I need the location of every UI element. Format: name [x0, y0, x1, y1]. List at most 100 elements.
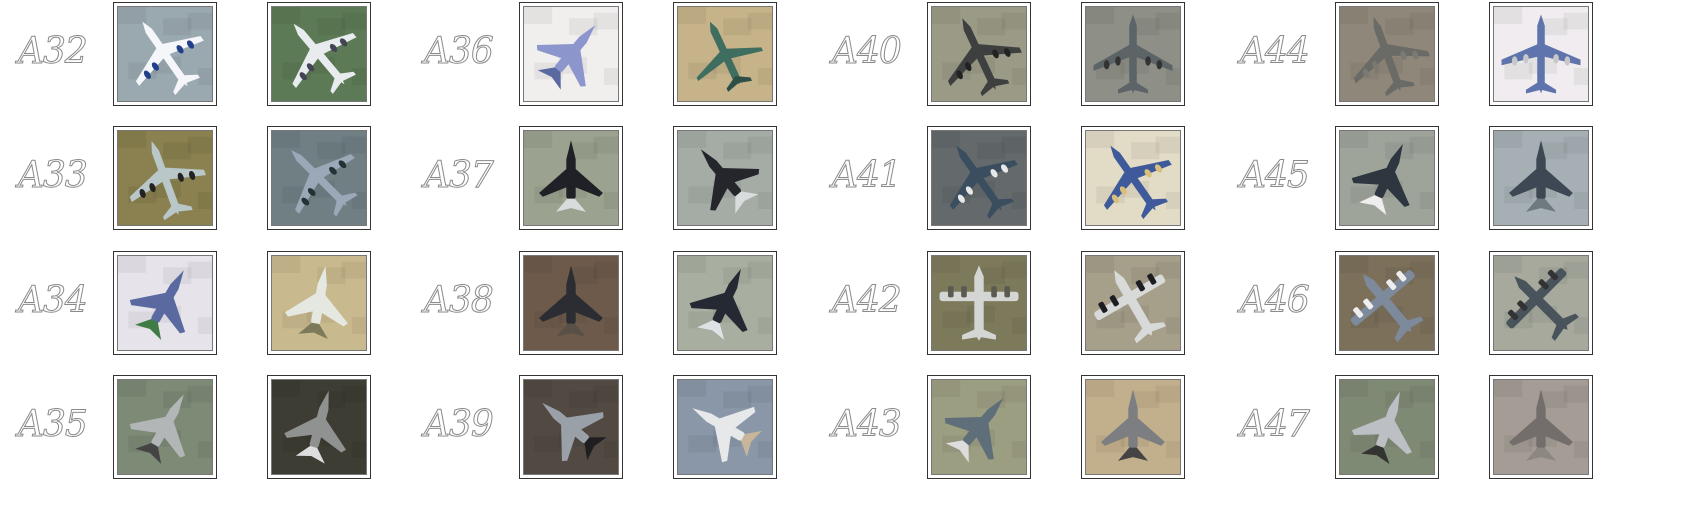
aircraft-thumbnail-first	[113, 2, 217, 106]
aircraft-silhouette	[129, 394, 186, 464]
aircraft-image-frame	[1339, 255, 1435, 351]
aircraft-thumbnail-first	[1335, 126, 1439, 230]
category-label: A41	[832, 155, 903, 197]
aircraft-image-frame	[677, 255, 773, 351]
aircraft-thumbnail-second	[673, 2, 777, 106]
aircraft-silhouette	[1351, 391, 1412, 464]
aircraft-silhouette	[1506, 268, 1579, 341]
category-row: A45	[1222, 124, 1642, 248]
aircraft-silhouette	[291, 150, 358, 217]
aircraft-thumbnail-second	[1081, 126, 1185, 230]
aircraft-thumbnail-second	[673, 375, 777, 479]
aircraft-image	[272, 256, 366, 350]
aircraft-silhouette	[689, 268, 748, 341]
aircraft-image-frame	[1085, 379, 1181, 475]
aircraft-image-frame	[271, 379, 367, 475]
aircraft-thumbnail-first	[1335, 375, 1439, 479]
aircraft-thumbnail-first	[1335, 251, 1439, 355]
category-label: A43	[832, 404, 903, 446]
category-row: A46	[1222, 249, 1642, 373]
category-label: A46	[1240, 280, 1311, 322]
aircraft-thumbnail-second	[267, 251, 371, 355]
aircraft-silhouette	[1350, 270, 1424, 342]
aircraft-image-frame	[117, 255, 213, 351]
aircraft-thumbnail-second	[1489, 2, 1593, 106]
category-row: A44	[1222, 0, 1642, 124]
aircraft-silhouette	[1351, 143, 1410, 216]
aircraft-thumbnail-second	[1081, 251, 1185, 355]
aircraft-image	[524, 7, 618, 101]
aircraft-image-frame	[1085, 6, 1181, 102]
aircraft-silhouette	[1103, 145, 1172, 219]
category-label: A40	[832, 31, 903, 73]
aircraft-image-frame	[1339, 379, 1435, 475]
aircraft-silhouette	[129, 270, 186, 340]
aircraft-image-frame	[271, 130, 367, 226]
aircraft-image	[1086, 7, 1180, 101]
category-label: A34	[18, 280, 89, 322]
category-column: A32 A33 A34 A35	[0, 0, 420, 515]
category-row: A34	[0, 249, 420, 373]
aircraft-image	[1494, 380, 1588, 474]
aircraft-thumbnail-first	[927, 2, 1031, 106]
aircraft-thumbnail-first	[113, 251, 217, 355]
aircraft-image	[1340, 131, 1434, 225]
aircraft-thumbnail-first	[1335, 2, 1439, 106]
aircraft-image-frame	[523, 6, 619, 102]
aircraft-thumbnail-first	[519, 126, 623, 230]
category-row: A32	[0, 0, 420, 124]
aircraft-image	[678, 131, 772, 225]
aircraft-image-frame	[117, 6, 213, 102]
aircraft-silhouette	[135, 21, 204, 95]
category-row: A47	[1222, 373, 1642, 497]
aircraft-image-frame	[677, 130, 773, 226]
aircraft-thumbnail-first	[113, 126, 217, 230]
aircraft-silhouette	[1501, 14, 1581, 94]
aircraft-thumbnail-second	[1489, 375, 1593, 479]
aircraft-image-frame	[271, 6, 367, 102]
aircraft-silhouette	[284, 390, 346, 464]
aircraft-image	[1494, 256, 1588, 350]
aircraft-image-frame	[931, 255, 1027, 351]
category-label: A38	[424, 280, 495, 322]
aircraft-image-frame	[677, 6, 773, 102]
aircraft-image-frame	[1493, 130, 1589, 226]
category-row: A40	[814, 0, 1234, 124]
aircraft-image-frame	[931, 130, 1027, 226]
aircraft-thumbnail-first	[927, 375, 1031, 479]
category-label: A44	[1240, 31, 1311, 73]
category-row: A37	[406, 124, 826, 248]
aircraft-image-frame	[1085, 130, 1181, 226]
aircraft-image-frame	[523, 255, 619, 351]
aircraft-image	[524, 131, 618, 225]
aircraft-thumbnail-second	[1081, 375, 1185, 479]
category-row: A35	[0, 373, 420, 497]
aircraft-image	[1494, 7, 1588, 101]
category-row: A33	[0, 124, 420, 248]
category-row: A39	[406, 373, 826, 497]
aircraft-image	[1340, 7, 1434, 101]
aircraft-image-frame	[931, 379, 1027, 475]
aircraft-silhouette	[1509, 389, 1573, 461]
aircraft-image-frame	[1339, 130, 1435, 226]
aircraft-image	[678, 256, 772, 350]
aircraft-silhouette	[692, 406, 762, 463]
aircraft-image	[1086, 256, 1180, 350]
aircraft-silhouette	[949, 145, 1018, 219]
aircraft-silhouette	[542, 402, 607, 462]
aircraft-thumbnail-first	[519, 2, 623, 106]
category-label: A35	[18, 404, 89, 446]
aircraft-silhouette	[284, 265, 348, 339]
aircraft-thumbnail-second	[1489, 126, 1593, 230]
aircraft-image-frame	[271, 255, 367, 351]
aircraft-thumbnail-second	[1489, 251, 1593, 355]
aircraft-image	[1340, 256, 1434, 350]
aircraft-thumbnail-first	[113, 375, 217, 479]
category-label: A45	[1240, 155, 1311, 197]
aircraft-image	[272, 131, 366, 225]
aircraft-image	[118, 7, 212, 101]
aircraft-image-frame	[931, 6, 1027, 102]
aircraft-image	[932, 7, 1026, 101]
aircraft-image	[1086, 380, 1180, 474]
aircraft-image	[524, 380, 618, 474]
